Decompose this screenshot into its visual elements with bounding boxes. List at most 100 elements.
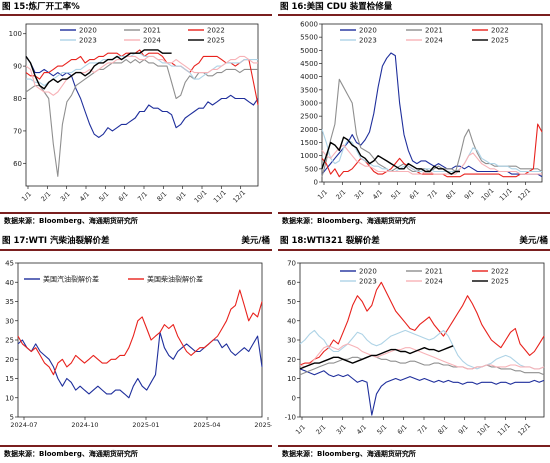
legend-label: 2023 [359, 37, 377, 45]
figure-title: 图 17:WTI 汽柴油裂解价差 [2, 236, 110, 246]
y-tick-label: 1000 [300, 152, 318, 160]
series-line-2023 [26, 52, 258, 87]
x-tick-label: 5/1 [389, 188, 402, 201]
legend-label: 2024 [143, 37, 161, 45]
legend-label: 2022 [491, 27, 509, 35]
figure-title: 图 18:WTI321 裂解价差 [280, 236, 380, 246]
series-line-2024 [25, 55, 258, 96]
series-line-2025 [25, 49, 172, 90]
y-tick-label: 90 [13, 63, 22, 71]
x-tick-label: 11/1 [498, 187, 514, 203]
y-tick-label: 4000 [300, 73, 318, 81]
series-line-2022 [299, 281, 545, 366]
x-tick-label: 5/1 [97, 190, 110, 203]
gasoline-diesel-crack-chart: 5 10 15 20 25 30 35 40 45 2024-07 2024-10 2025-01 20… [5, 260, 272, 430]
data-source: 数据来源：Bloomberg、海通期货研究所 [282, 450, 416, 458]
y-tick-label: 60 [13, 160, 22, 168]
y-tick-label: 100 [9, 30, 22, 38]
source-rule [0, 445, 272, 447]
x-tick-label: 11/1 [496, 422, 512, 438]
cdu-maintenance-chart: 0 500 1000 1500 2000 2500 3000 3500 4000 4500 5000… [300, 21, 543, 203]
x-tick-label: 2024-10 [71, 421, 98, 429]
series-line-2022 [321, 123, 543, 178]
y-tick-label: 2000 [300, 126, 318, 134]
figure-title: 图 16:美国 CDU 装置检修量 [280, 2, 393, 12]
x-tick-label: 6/1 [396, 423, 409, 436]
legend-label: 2020 [359, 27, 377, 35]
series-line-2020 [25, 56, 259, 138]
x-tick-label: 12/1 [231, 189, 247, 205]
title-rule [278, 14, 550, 16]
series-line-美国汽油裂解价差 [17, 331, 263, 399]
plot-frame [299, 262, 545, 418]
x-tick-label: 4/1 [371, 188, 384, 201]
legend-label: 2024 [425, 278, 443, 286]
y-tick-label: 5000 [300, 47, 318, 55]
y-tick-label: 500 [305, 165, 318, 173]
legend-label: 2024 [425, 37, 443, 45]
legend-label: 2021 [143, 27, 161, 35]
unit-label: 美元/桶 [519, 236, 548, 246]
figure-title: 图 15:炼厂开工率% [2, 2, 80, 12]
x-tick-label: 3/1 [353, 188, 366, 201]
y-tick-label: -10 [285, 414, 296, 422]
wti321-crack-chart: -10 0 10 20 30 40 50 60 70 1/1 2/1 3/1 4/1 5/1 6/1 7/1 8… [285, 260, 545, 438]
x-tick-label: 2025-04 [193, 421, 220, 429]
legend-label: 2023 [359, 278, 377, 286]
y-tick-label: 25 [5, 337, 14, 345]
y-tick-label: 3000 [300, 100, 318, 108]
x-tick-label: 1/1 [294, 423, 307, 436]
y-tick-label: 20 [287, 356, 296, 364]
y-tick-label: 40 [287, 317, 296, 325]
y-tick-label: 70 [287, 260, 296, 268]
legend-label: 2025 [491, 278, 509, 286]
legend-label: 2022 [491, 268, 509, 276]
data-source: 数据来源：Bloomberg、海通期货研究所 [4, 450, 138, 458]
series-line-2021 [299, 354, 545, 376]
data-source: 数据来源：Bloomberg、海通期货研究所 [4, 217, 138, 225]
series-line-2021 [321, 78, 543, 177]
refinery-utilization-chart: 60 70 80 90 100 1/1 2/1 3/1 4/1 5/1 6/1 7/1 8/1 9/1 10… [9, 23, 259, 205]
data-source: 数据来源：Bloomberg、海通期货研究所 [282, 217, 416, 225]
x-tick-label: 1/1 [316, 188, 329, 201]
y-tick-label: 20 [5, 356, 14, 364]
x-tick-label: 8/1 [444, 188, 457, 201]
legend-label: 2020 [359, 268, 377, 276]
y-tick-label: 30 [5, 317, 14, 325]
x-tick-label: 9/1 [175, 190, 188, 203]
y-tick-label: 80 [13, 95, 22, 103]
x-tick-label: 2/1 [314, 423, 327, 436]
chart-panel-wti321-crack: 图 18:WTI321 裂解价差 美元/桶 -10 0 10 20 30 40 50 60 70… [278, 234, 550, 463]
series-line-2024 [299, 343, 545, 370]
y-tick-label: 4500 [300, 60, 318, 68]
y-tick-label: 40 [5, 279, 14, 287]
y-tick-label: 60 [287, 279, 296, 287]
y-tick-label: 6000 [300, 21, 318, 29]
series-line-2022 [25, 49, 259, 106]
series-line-2020 [299, 368, 545, 416]
series-line-2021 [25, 59, 258, 177]
series-line-2023 [321, 129, 542, 173]
x-tick-label: 12/1 [516, 422, 532, 438]
source-rule [278, 445, 550, 447]
plot-frame [17, 262, 263, 418]
x-tick-label: 6/1 [408, 188, 421, 201]
legend-label: 2025 [207, 37, 225, 45]
y-tick-label: 3500 [300, 86, 318, 94]
legend-label: 2023 [79, 37, 97, 45]
source-rule [0, 212, 272, 214]
x-tick-label: 8/1 [436, 423, 449, 436]
series-line-2020 [321, 52, 543, 178]
x-tick-label: 11/1 [212, 189, 228, 205]
chart-panel-refinery-utilization: 图 15:炼厂开工率% 60 70 80 90 100 1/1 2/1 3/1 4/1 5/1 6/… [0, 0, 272, 230]
y-tick-label: 0 [292, 394, 296, 402]
x-tick-label: 2025-07 [254, 421, 272, 429]
y-tick-label: 50 [287, 298, 296, 306]
title-rule [0, 14, 272, 16]
series-line-2023 [299, 329, 545, 370]
series-line-2025 [299, 345, 454, 370]
source-rule [278, 212, 550, 214]
x-tick-label: 9/1 [457, 423, 470, 436]
x-tick-label: 8/1 [155, 190, 168, 203]
y-tick-label: 5500 [300, 34, 318, 42]
